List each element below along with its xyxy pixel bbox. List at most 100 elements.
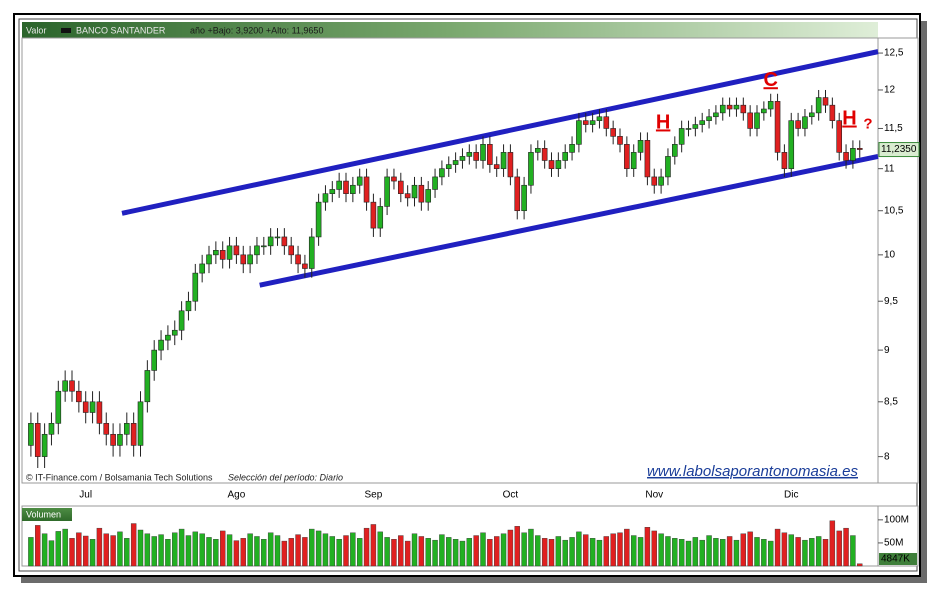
candle-body	[562, 152, 569, 161]
volume-bar	[644, 527, 651, 567]
volume-bar	[130, 523, 137, 567]
volume-bar	[692, 537, 699, 567]
volume-bar	[555, 536, 562, 567]
candle-body	[685, 128, 692, 130]
y-tick-label: 10	[884, 249, 896, 260]
volume-bar	[69, 538, 75, 567]
volume-bar	[391, 539, 397, 567]
volume-bar	[466, 538, 473, 567]
candle-body	[192, 272, 199, 302]
candle-body	[692, 124, 699, 129]
volume-bar	[548, 539, 555, 567]
volume-bar	[562, 539, 568, 567]
volume-bar	[459, 540, 466, 567]
watermark: www.labolsaporantonomasia.es	[647, 463, 858, 480]
volume-bar	[89, 539, 96, 567]
volume-bar	[446, 537, 452, 567]
candle-body	[343, 180, 349, 194]
candle-body	[829, 104, 836, 121]
candle-body	[363, 176, 370, 203]
volume-bar	[336, 539, 342, 567]
price-marker-label: 11,2350	[881, 144, 917, 155]
volume-bar	[658, 533, 664, 567]
volume-bar	[802, 539, 808, 567]
volume-bar	[267, 532, 274, 567]
volume-bar	[740, 533, 747, 567]
candle-body	[514, 176, 521, 212]
candle-body	[137, 401, 144, 446]
candle-body	[856, 148, 863, 150]
candle-body	[89, 401, 96, 413]
candle-body	[28, 423, 34, 446]
header-icon	[61, 28, 71, 33]
candle-body	[281, 236, 288, 247]
footer-period: Selección del período: Diario	[228, 472, 343, 482]
volume-bar	[535, 535, 541, 567]
volume-bar	[322, 533, 329, 567]
candle-body	[788, 120, 795, 169]
volume-bar	[809, 538, 815, 567]
x-tick-label: Jul	[79, 490, 92, 501]
volume-bar	[35, 525, 41, 567]
candle-body	[404, 193, 411, 199]
volume-bar	[685, 540, 692, 567]
volume-bar	[507, 529, 514, 567]
candle-body	[555, 160, 562, 169]
volume-bar	[329, 536, 336, 567]
candle-body	[144, 370, 151, 403]
volume-bar	[500, 533, 507, 567]
volume-bar	[829, 520, 836, 567]
volume-bar	[350, 532, 356, 567]
annotation: ?	[863, 115, 872, 132]
volume-bar	[370, 524, 377, 567]
candle-body	[480, 144, 486, 161]
candle-body	[199, 263, 205, 274]
volume-title: Volumen	[26, 509, 61, 519]
candle-body	[466, 152, 473, 157]
volume-bar	[836, 530, 842, 567]
candle-body	[171, 329, 178, 336]
header-subtitle: año +Bajo: 3,9200 +Alto: 11,9650	[190, 25, 323, 35]
candle-body	[617, 136, 623, 145]
annotation: H	[656, 111, 670, 133]
y-tick-label: 11,5	[884, 123, 903, 134]
volume-bar	[377, 531, 383, 567]
volume-bar	[815, 536, 822, 567]
candle-body	[740, 104, 747, 114]
candle-body	[774, 101, 781, 153]
x-tick-label: Sep	[365, 490, 383, 501]
price-axis-panel	[877, 37, 919, 484]
candle-body	[247, 254, 253, 265]
volume-bar	[795, 537, 801, 567]
volume-bar	[83, 535, 89, 567]
candle-body	[55, 390, 62, 424]
candle-body	[233, 245, 240, 256]
candle-body	[178, 310, 185, 331]
y-tick-label: 9,5	[884, 296, 898, 307]
volume-bar	[822, 539, 829, 567]
volume-bar	[117, 531, 123, 567]
candle-body	[473, 152, 479, 161]
volume-bar	[603, 536, 610, 567]
volume-bar	[569, 537, 575, 567]
candle-body	[110, 433, 116, 446]
volume-bar	[672, 538, 678, 567]
candle-body	[521, 184, 527, 212]
volume-bar	[144, 533, 151, 567]
volume-bar	[631, 535, 637, 567]
candle-body	[439, 168, 445, 178]
candle-body	[356, 176, 363, 186]
volume-bar	[295, 534, 301, 567]
volume-bar	[452, 539, 459, 567]
candle-body	[500, 152, 507, 169]
candle-body	[541, 148, 548, 161]
candle-body	[219, 250, 226, 260]
volume-bar	[583, 534, 589, 567]
candle-body	[418, 184, 425, 203]
volume-bar	[192, 531, 199, 567]
candle-body	[678, 128, 685, 145]
y-tick-label: 11	[884, 163, 895, 174]
candle-body	[295, 254, 301, 265]
candle-body	[507, 152, 514, 178]
volume-label-box	[22, 508, 72, 521]
